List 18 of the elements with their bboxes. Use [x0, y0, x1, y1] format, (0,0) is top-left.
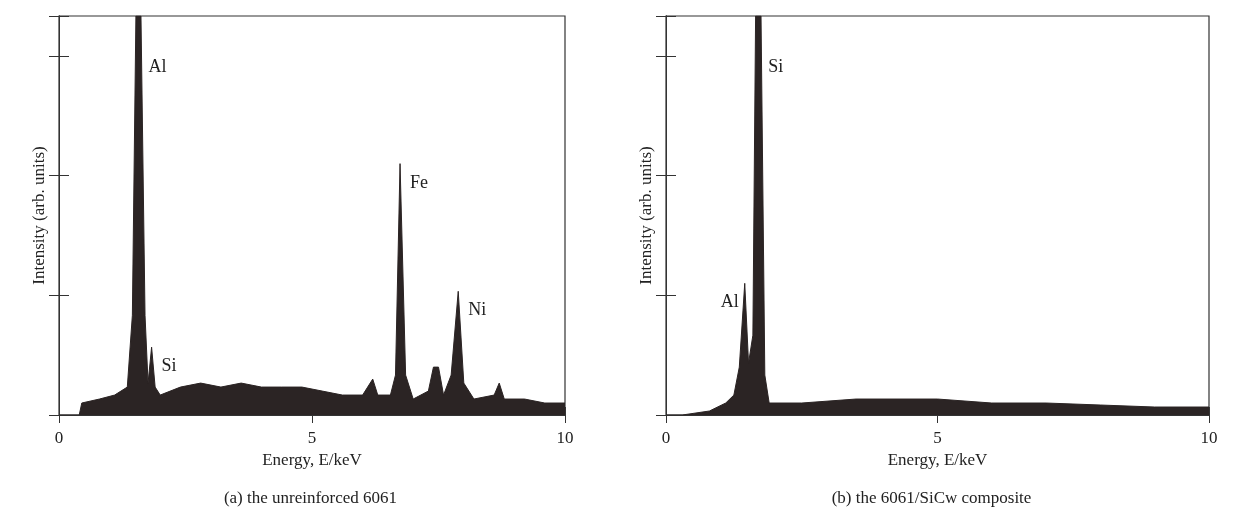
annotation: Si [161, 355, 177, 376]
x-tick-label: 10 [1200, 428, 1218, 447]
annotation: Fe [410, 171, 429, 192]
x-axis-title: Energy, E/keV [887, 449, 989, 469]
x-tick-label: 5 [933, 428, 942, 447]
y-axis-title: Intensity (arb. units) [636, 146, 655, 285]
y-axis-title: Intensity (arb. units) [29, 146, 48, 285]
annotation: Si [768, 56, 784, 76]
x-axis-title: Energy, E/keV [262, 449, 363, 469]
annotation: Al [148, 56, 167, 76]
x-tick-label: 10 [556, 428, 574, 447]
annotation: Ni [468, 299, 487, 320]
annotation: Al [720, 291, 739, 312]
text: (a) the unreinforced 6061 [223, 488, 398, 507]
text: (b) the 6061/SiCw composite [831, 488, 1032, 507]
x-tick-label: 0 [54, 428, 64, 447]
x-tick-label: 0 [661, 428, 671, 447]
x-tick-label: 5 [307, 428, 317, 447]
